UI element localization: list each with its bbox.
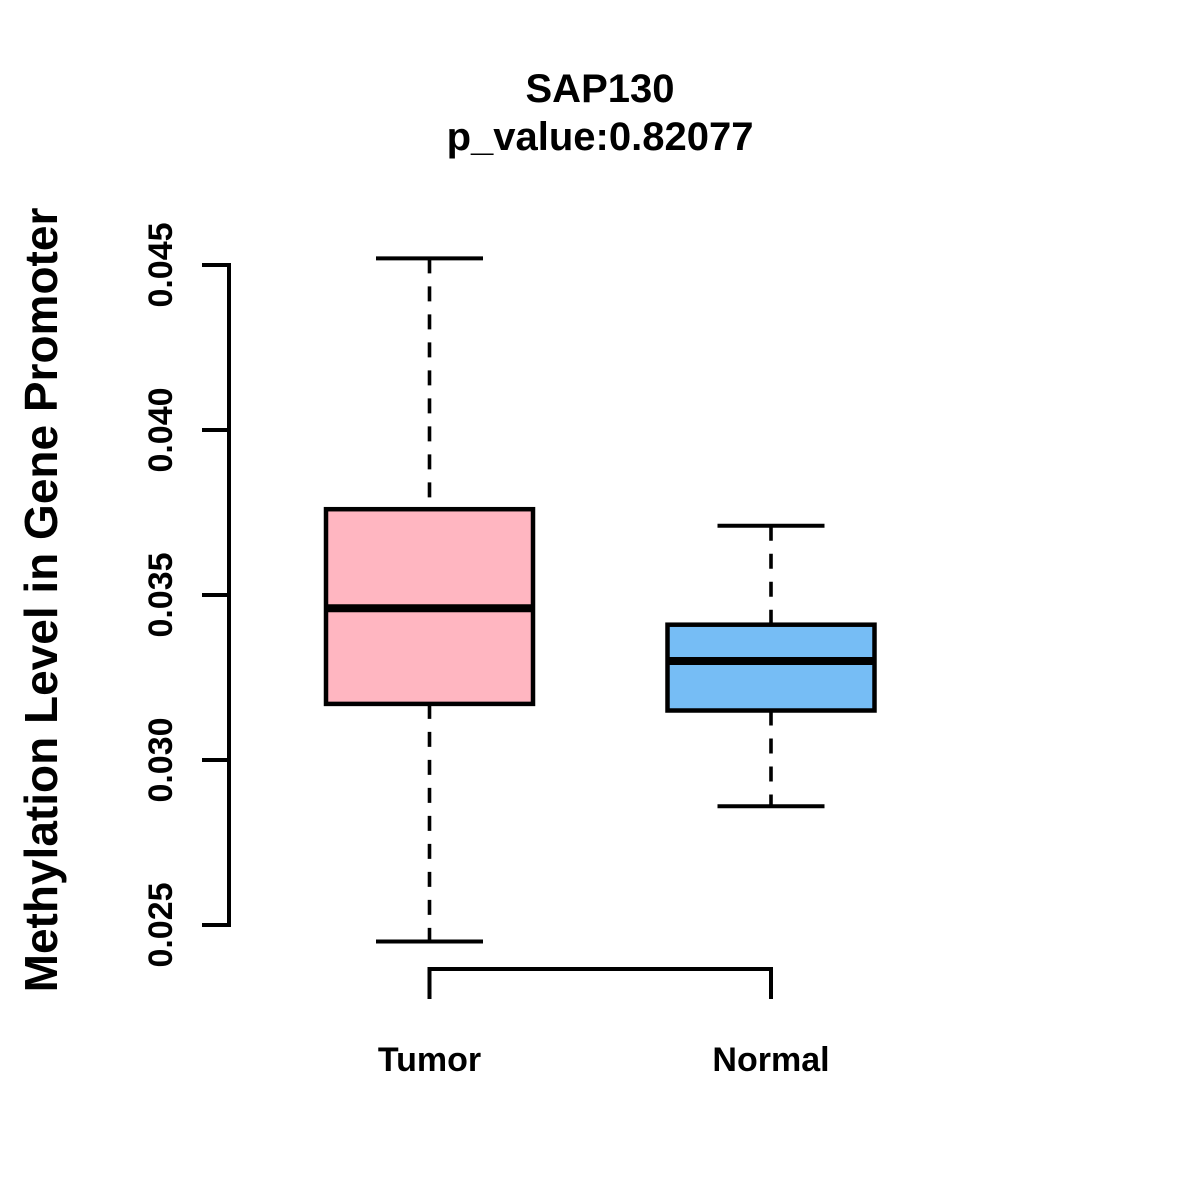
y-tick-label: 0.045: [142, 222, 180, 307]
box-rect: [665, 622, 877, 713]
y-tick-label: 0.025: [142, 882, 180, 967]
chart-title: SAP130: [525, 67, 675, 111]
y-tick-label: 0.040: [142, 387, 180, 472]
x-axis-bracket: [427, 967, 773, 999]
chart-subtitle: p_value:0.82077: [446, 115, 754, 159]
x-category-label: Tumor: [378, 1041, 481, 1079]
x-category-label: Normal: [712, 1041, 829, 1079]
y-tick-label: 0.035: [142, 552, 180, 637]
y-tick-label: 0.030: [142, 717, 180, 802]
